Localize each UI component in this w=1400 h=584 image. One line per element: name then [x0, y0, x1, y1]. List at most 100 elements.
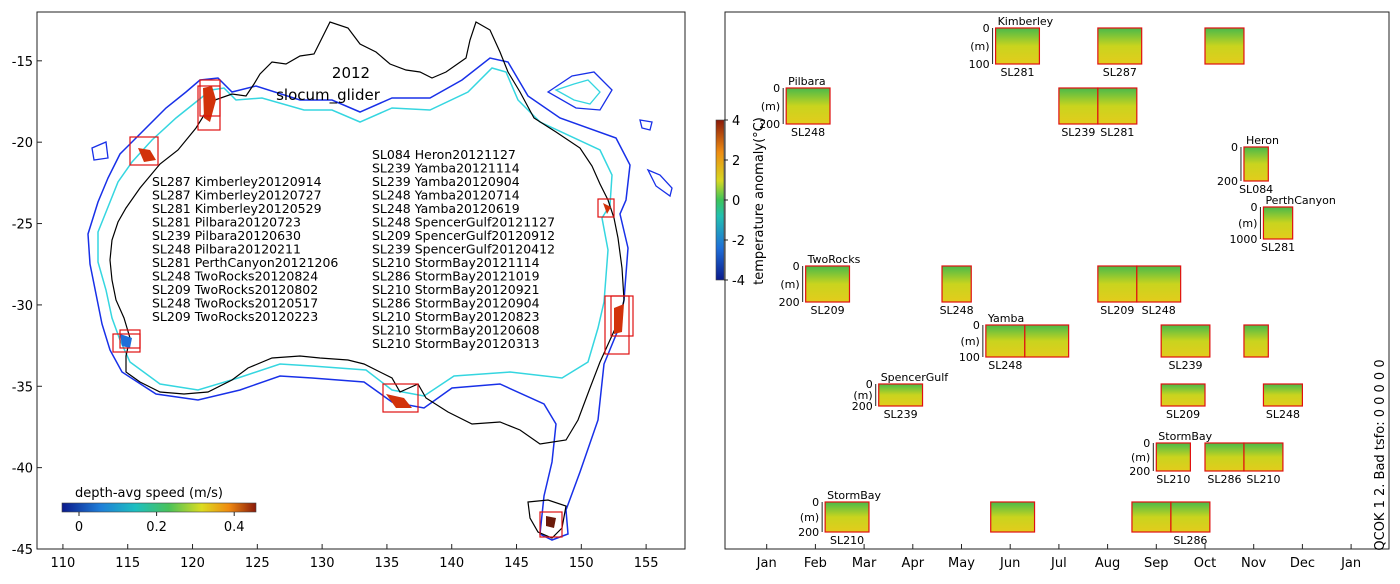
map-xtick-label: 125 — [245, 556, 270, 571]
section-group-title: Heron — [1246, 134, 1279, 147]
speed-colorbar — [61, 502, 257, 513]
map-xtick-label: 140 — [439, 556, 464, 571]
section-glider-label: SL239 — [1168, 359, 1202, 372]
map-y-axis: -15 -20 -25 -30 -35 -40 -45 — [12, 55, 42, 558]
map-ytick-label: -25 — [12, 218, 33, 233]
depth-tick-label: (m) — [853, 389, 872, 402]
section-groups: Kimberley0(m)100Pilbara0(m)200Heron0200P… — [759, 15, 1336, 539]
speed-colorbar-ticks: 0 0.2 0.4 — [75, 512, 245, 535]
depth-tick-label: (m) — [970, 40, 989, 53]
deployment-entry: SL210 StormBay20120823 — [372, 309, 540, 324]
deployment-entry: SL210 StormBay20121114 — [372, 255, 540, 270]
section-group: Heron 0 200 — [1217, 134, 1279, 188]
depth-tick-label: 0 — [973, 319, 980, 332]
section-fill — [805, 266, 850, 302]
section-group-title: SpencerGulf — [881, 371, 950, 384]
deployment-entry: SL239 Yamba20120904 — [372, 174, 520, 189]
section-panel — [1024, 324, 1070, 358]
track-kimberley — [203, 86, 216, 122]
section-box — [1097, 27, 1143, 65]
depth-tick-label: 200 — [779, 296, 800, 309]
section-panel: SL286 — [1204, 442, 1245, 486]
section-fill — [1097, 28, 1142, 64]
month-tick-label: Jan — [1340, 556, 1361, 571]
temp-tick-label: -2 — [732, 234, 745, 249]
section-box — [1024, 324, 1070, 358]
section-fill — [1097, 88, 1137, 124]
section-glider-label: SL209 — [1100, 304, 1134, 317]
depth-tick-label: 0 — [1250, 201, 1257, 214]
region-box-tworocks-2 — [119, 329, 141, 349]
section-glider-label: SL286 — [1173, 534, 1207, 547]
section-fill — [878, 384, 923, 406]
deployment-entry: SL239 Yamba20121114 — [372, 161, 520, 176]
depth-tick-label: 0 — [773, 82, 780, 95]
section-panel: SL248 — [785, 87, 831, 139]
depth-tick-label: 200 — [798, 526, 819, 539]
section-glider-label: SL287 — [1103, 66, 1137, 79]
section-panel: SL286 — [1170, 501, 1211, 547]
month-tick-label: Aug — [1095, 556, 1120, 571]
section-panel: SL239 — [1160, 324, 1211, 372]
depth-tick-label: 200 — [1217, 175, 1238, 188]
section-box — [824, 501, 870, 533]
map-xtick-label: 145 — [504, 556, 529, 571]
deployment-entry: SL281 Pilbara20120723 — [152, 215, 301, 230]
deployment-entry: SL209 TwoRocks20120223 — [152, 309, 318, 324]
depth-tick-label: (m) — [780, 278, 799, 291]
depth-tick-label: 0 — [866, 378, 873, 391]
section-glider-label: SL248 — [1266, 408, 1300, 421]
depth-tick-label: 200 — [759, 118, 780, 131]
section-group: Kimberley 0 (m) 100 — [969, 15, 1054, 71]
map-xtick-label: 150 — [569, 556, 594, 571]
section-fill — [1170, 502, 1210, 532]
section-panel: SL210 — [1243, 442, 1284, 486]
month-tick-label: May — [948, 556, 975, 571]
speed-tick-label: 0.4 — [224, 520, 245, 535]
section-fill — [1161, 325, 1210, 357]
month-tick-label: Feb — [804, 556, 827, 571]
section-panel — [1131, 501, 1172, 533]
deployment-entry: SL286 StormBay20121019 — [372, 269, 540, 284]
section-fill — [990, 502, 1035, 532]
map-ytick-label: -35 — [12, 380, 33, 395]
section-panel — [1204, 27, 1245, 65]
region-box-yamba-2 — [610, 295, 634, 337]
section-glider-label: SL210 — [1156, 473, 1190, 486]
deployment-entry: SL209 SpencerGulf20120912 — [372, 228, 555, 243]
month-axis: Jan Feb Mar Apr May Jun Jul Aug Sep Oct Nov Dec Jan — [756, 544, 1361, 571]
section-panel: SL248 — [1136, 265, 1182, 317]
month-tick-label: Apr — [902, 556, 925, 571]
section-fill — [1205, 443, 1244, 471]
section-glider-label: SL209 — [811, 304, 845, 317]
section-panel: SL248 — [940, 265, 974, 317]
pacific-contour-2 — [639, 119, 653, 131]
month-tick-label: Jun — [999, 556, 1020, 571]
section-glider-label: SL286 — [1207, 473, 1241, 486]
temp-tick-label: 2 — [732, 154, 740, 169]
section-box — [1262, 206, 1294, 240]
section-box — [1243, 324, 1269, 358]
map-ytick-label: -40 — [12, 462, 33, 477]
section-box — [1155, 442, 1191, 472]
section-fill — [1097, 266, 1137, 302]
section-fill — [1024, 325, 1069, 357]
section-panel — [1243, 324, 1269, 358]
map-panel: 2012 slocum_glider SL287 Kimberley201209… — [12, 11, 686, 571]
month-tick-label: Mar — [852, 556, 877, 571]
section-panel: SL281 — [994, 27, 1041, 79]
section-box — [941, 265, 972, 303]
temperature-colorbar-ticks: 4 2 0 -2 -4 — [724, 114, 745, 289]
section-glider-label: SL248 — [940, 304, 974, 317]
timor-contour — [91, 141, 109, 161]
deployment-entry: SL248 Yamba20120619 — [372, 201, 520, 216]
depth-tick-label: 100 — [969, 58, 990, 71]
section-fill — [995, 28, 1040, 64]
section-glider-label: SL248 — [1142, 304, 1176, 317]
month-tick-label: Sep — [1144, 556, 1169, 571]
depth-tick-label: 100 — [959, 351, 980, 364]
map-ytick-label: -20 — [12, 136, 33, 151]
region-box-pilbara — [129, 136, 159, 166]
section-panel: SL210 — [1155, 442, 1191, 486]
